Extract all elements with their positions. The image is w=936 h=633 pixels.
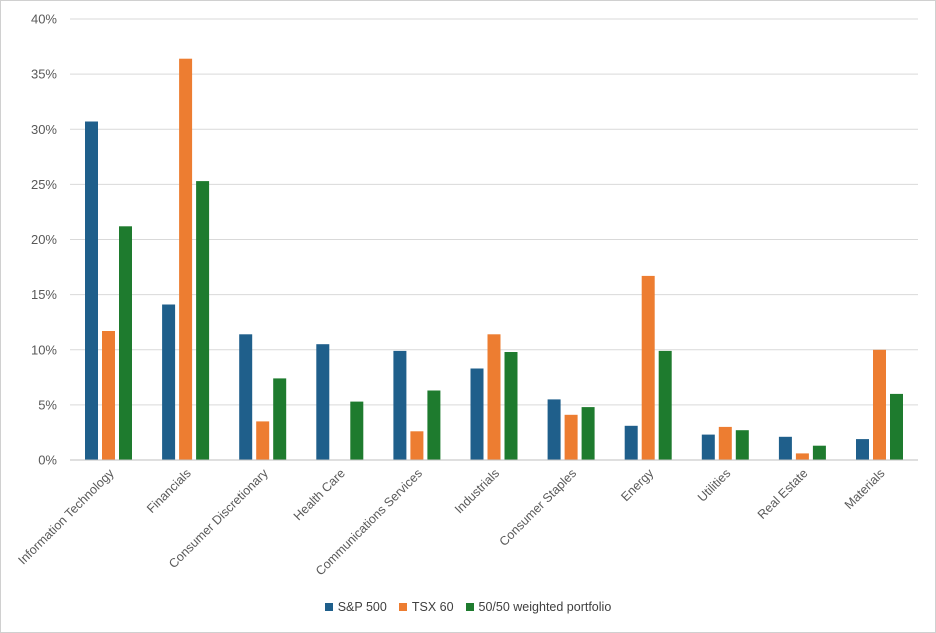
bar-50-50-weighted-portfolio-5 <box>504 352 518 460</box>
bar-tsx-60-0 <box>102 331 115 460</box>
bar-50-50-weighted-portfolio-7 <box>658 350 672 460</box>
legend-label: S&P 500 <box>337 600 387 614</box>
legend-swatch <box>324 603 333 611</box>
legend-item: 50/50 weighted portfolio <box>465 600 612 614</box>
x-tick-label: Information Technology <box>16 466 118 568</box>
bar-s-p-500-6 <box>547 399 561 460</box>
bar-50-50-weighted-portfolio-4 <box>427 390 441 460</box>
bar-tsx-60-5 <box>487 334 501 460</box>
x-tick-label: Industrials <box>452 466 502 516</box>
bar-s-p-500-0 <box>85 121 98 460</box>
y-tick-label: 40% <box>31 12 57 27</box>
legend-swatch <box>398 603 407 611</box>
bar-s-p-500-9 <box>778 436 792 460</box>
y-tick-label: 10% <box>31 342 57 357</box>
y-tick-label: 5% <box>38 397 57 412</box>
legend-label: 50/50 weighted portfolio <box>478 600 612 614</box>
x-tick-label: Health Care <box>291 466 348 523</box>
y-tick-label: 20% <box>31 232 57 247</box>
x-tick-label: Real Estate <box>755 466 811 522</box>
bar-tsx-60-9 <box>795 453 809 460</box>
bar-s-p-500-7 <box>624 425 638 460</box>
x-tick-label: Materials <box>842 466 888 512</box>
bar-50-50-weighted-portfolio-2 <box>273 378 287 460</box>
bar-s-p-500-3 <box>316 344 330 460</box>
bar-50-50-weighted-portfolio-3 <box>350 401 364 460</box>
x-tick-label: Consumer Staples <box>497 466 580 549</box>
bar-s-p-500-2 <box>239 334 253 460</box>
y-tick-label: 0% <box>38 453 57 468</box>
bar-tsx-60-8 <box>718 426 732 460</box>
bar-50-50-weighted-portfolio-8 <box>735 430 749 460</box>
y-tick-label: 25% <box>31 177 57 192</box>
bar-s-p-500-5 <box>470 368 484 460</box>
x-tick-label: Utilities <box>695 466 733 504</box>
legend-item: TSX 60 <box>398 600 454 614</box>
legend-swatch <box>465 603 474 611</box>
bar-tsx-60-7 <box>641 275 655 460</box>
x-axis-labels: Information Technology Financials Consumer… <box>16 466 888 579</box>
bar-50-50-weighted-portfolio-1 <box>196 181 210 460</box>
bar-tsx-60-4 <box>410 431 424 460</box>
bar-tsx-60-2 <box>256 421 270 460</box>
bar-s-p-500-4 <box>393 350 407 460</box>
y-tick-label: 15% <box>31 287 57 302</box>
bar-50-50-weighted-portfolio-9 <box>812 445 826 460</box>
legend: S&P 500 TSX 60 50/50 weighted portfolio <box>0 600 936 614</box>
y-axis-ticks: 0% 5% 10% 15% 20% 25% 30% 35% 40% <box>31 12 57 468</box>
x-tick-label: Energy <box>618 466 656 504</box>
gridlines <box>70 18 918 406</box>
y-tick-label: 35% <box>31 67 57 82</box>
legend-item: S&P 500 <box>324 600 387 614</box>
x-tick-label: Financials <box>144 466 194 516</box>
bar-50-50-weighted-portfolio-10 <box>890 393 903 460</box>
bar-50-50-weighted-portfolio-0 <box>119 226 132 460</box>
y-tick-label: 30% <box>31 122 57 137</box>
bars <box>85 58 903 461</box>
bar-tsx-60-10 <box>873 349 886 461</box>
bar-s-p-500-8 <box>701 434 715 460</box>
bar-s-p-500-10 <box>856 439 869 460</box>
bar-50-50-weighted-portfolio-6 <box>581 407 595 460</box>
legend-label: TSX 60 <box>411 600 454 614</box>
bar-s-p-500-1 <box>162 304 176 460</box>
bar-tsx-60-6 <box>564 414 578 460</box>
bar-tsx-60-1 <box>179 58 193 460</box>
